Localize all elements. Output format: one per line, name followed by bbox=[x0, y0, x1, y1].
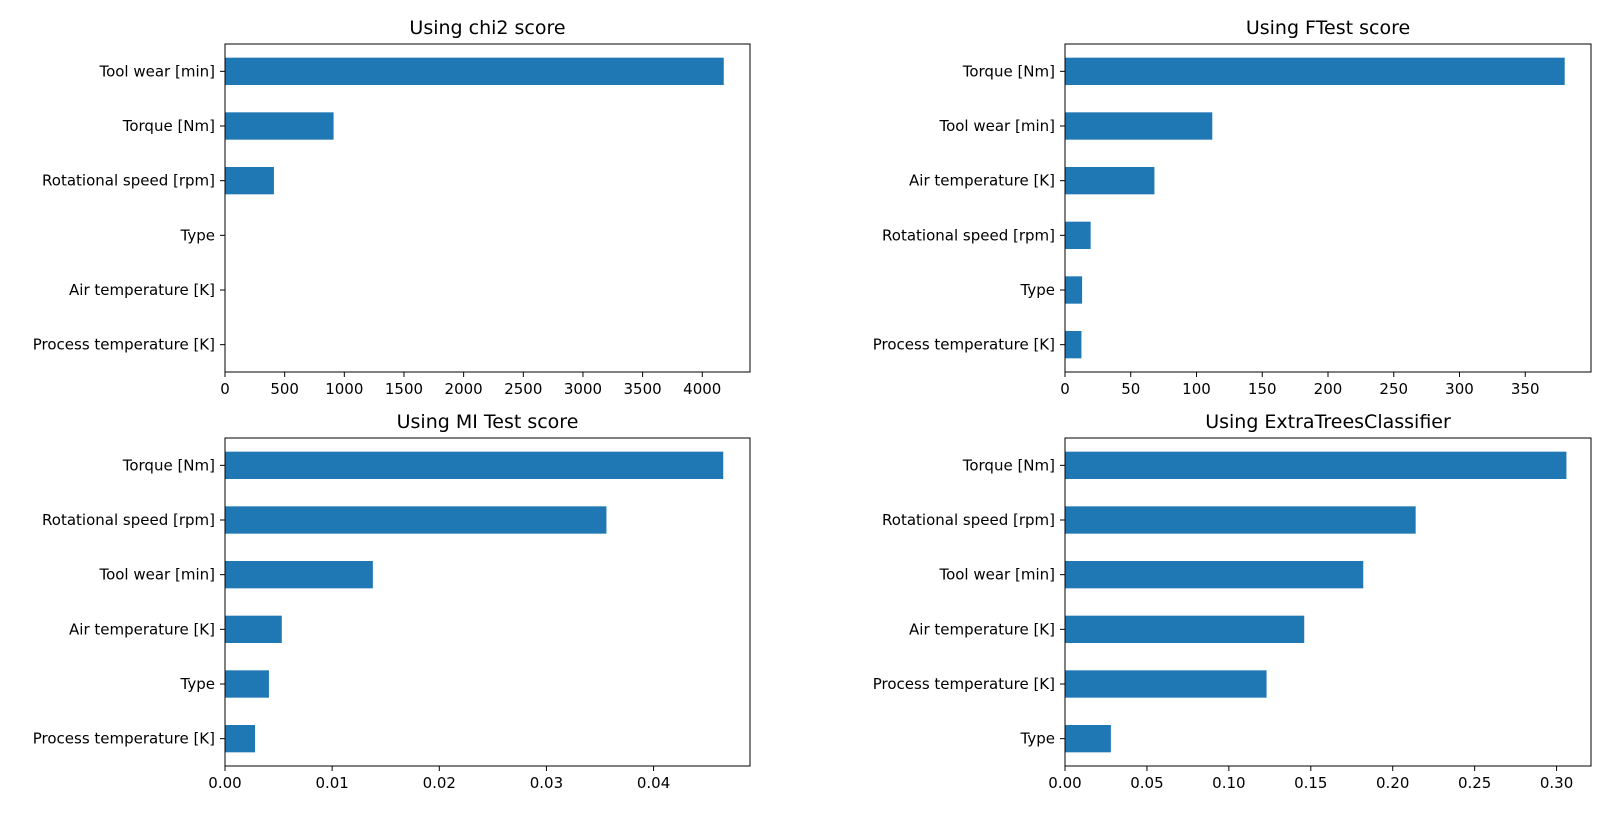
x-tick-label: 2000 bbox=[445, 380, 483, 398]
bar bbox=[1065, 112, 1213, 140]
category-label: Type bbox=[180, 226, 215, 244]
category-label: Torque [Nm] bbox=[962, 62, 1055, 80]
chart-title: Using MI Test score bbox=[397, 411, 579, 433]
bar bbox=[225, 670, 269, 698]
x-tick-label: 0.04 bbox=[637, 774, 670, 792]
x-tick-label: 0.10 bbox=[1212, 774, 1245, 792]
bar bbox=[1065, 167, 1155, 195]
category-label: Rotational speed [rpm] bbox=[882, 511, 1055, 529]
x-tick-label: 0 bbox=[220, 380, 230, 398]
bar bbox=[225, 57, 724, 85]
x-tick-label: 350 bbox=[1511, 380, 1540, 398]
x-tick-label: 0.20 bbox=[1376, 774, 1409, 792]
x-tick-label: 200 bbox=[1314, 380, 1343, 398]
x-tick-label: 0.00 bbox=[1048, 774, 1081, 792]
x-tick-label: 0.03 bbox=[530, 774, 563, 792]
category-label: Type bbox=[1020, 281, 1055, 299]
bar bbox=[1065, 451, 1567, 479]
x-tick-label: 0.30 bbox=[1540, 774, 1573, 792]
bar bbox=[225, 506, 607, 534]
bar bbox=[1065, 57, 1565, 85]
chart-panel-3: Torque [Nm] Rotational speed [rpm] Tool we… bbox=[33, 411, 751, 792]
category-label: Process temperature [K] bbox=[873, 675, 1055, 693]
x-tick-label: 1500 bbox=[385, 380, 423, 398]
x-tick-label: 1000 bbox=[325, 380, 363, 398]
chart-panel-2: Torque [Nm] Tool wear [min] Air temperatur… bbox=[873, 17, 1592, 398]
x-tick-label: 0.00 bbox=[208, 774, 241, 792]
axes-frame bbox=[224, 43, 751, 373]
x-tick-label: 0.01 bbox=[315, 774, 348, 792]
category-label: Tool wear [min] bbox=[938, 117, 1055, 135]
bar bbox=[225, 112, 334, 140]
category-label: Air temperature [K] bbox=[69, 620, 215, 638]
bar bbox=[225, 451, 724, 479]
chart-panel-4: Torque [Nm] Rotational speed [rpm] Tool we… bbox=[873, 411, 1592, 792]
x-tick-label: 0.15 bbox=[1294, 774, 1327, 792]
axes-frame bbox=[224, 437, 751, 767]
bar bbox=[225, 725, 255, 753]
x-tick-label: 100 bbox=[1182, 380, 1211, 398]
axes-frame bbox=[1064, 43, 1592, 373]
category-label: Torque [Nm] bbox=[122, 456, 215, 474]
x-tick-label: 2500 bbox=[504, 380, 542, 398]
bar bbox=[1065, 276, 1083, 304]
category-label: Rotational speed [rpm] bbox=[42, 511, 215, 529]
category-label: Type bbox=[1020, 730, 1055, 748]
bar bbox=[1065, 506, 1416, 534]
category-label: Process temperature [K] bbox=[33, 336, 215, 354]
category-label: Process temperature [K] bbox=[873, 336, 1055, 354]
category-label: Type bbox=[180, 675, 215, 693]
bar bbox=[1065, 331, 1082, 359]
category-label: Torque [Nm] bbox=[962, 456, 1055, 474]
x-tick-label: 0.02 bbox=[423, 774, 456, 792]
category-label: Rotational speed [rpm] bbox=[42, 172, 215, 190]
chart-title: Using FTest score bbox=[1246, 17, 1410, 39]
x-tick-label: 150 bbox=[1248, 380, 1277, 398]
category-label: Tool wear [min] bbox=[98, 62, 215, 80]
bar bbox=[1065, 725, 1111, 753]
x-tick-label: 500 bbox=[270, 380, 299, 398]
category-label: Rotational speed [rpm] bbox=[882, 226, 1055, 244]
x-tick-label: 250 bbox=[1379, 380, 1408, 398]
x-tick-label: 3500 bbox=[624, 380, 662, 398]
category-label: Air temperature [K] bbox=[69, 281, 215, 299]
x-tick-label: 300 bbox=[1445, 380, 1474, 398]
x-tick-label: 0.05 bbox=[1130, 774, 1163, 792]
category-label: Torque [Nm] bbox=[122, 117, 215, 135]
x-tick-label: 0 bbox=[1060, 380, 1070, 398]
bar bbox=[225, 167, 274, 195]
bar bbox=[225, 615, 282, 643]
chart-panel-1: Tool wear [min] Torque [Nm] Rotational spe… bbox=[33, 17, 751, 398]
bar bbox=[1065, 615, 1305, 643]
category-label: Tool wear [min] bbox=[98, 566, 215, 584]
chart-title: Using ExtraTreesClassifier bbox=[1205, 411, 1451, 433]
x-tick-label: 4000 bbox=[683, 380, 721, 398]
category-label: Air temperature [K] bbox=[909, 620, 1055, 638]
bar bbox=[225, 561, 373, 589]
bar bbox=[1065, 561, 1364, 589]
axes-frame bbox=[1064, 437, 1592, 767]
x-tick-label: 0.25 bbox=[1458, 774, 1491, 792]
x-tick-label: 3000 bbox=[564, 380, 602, 398]
bar bbox=[1065, 670, 1267, 698]
category-label: Tool wear [min] bbox=[938, 566, 1055, 584]
category-label: Air temperature [K] bbox=[909, 172, 1055, 190]
category-label: Process temperature [K] bbox=[33, 730, 215, 748]
chart-title: Using chi2 score bbox=[409, 17, 565, 39]
x-tick-label: 50 bbox=[1121, 380, 1140, 398]
bar bbox=[1065, 221, 1091, 249]
